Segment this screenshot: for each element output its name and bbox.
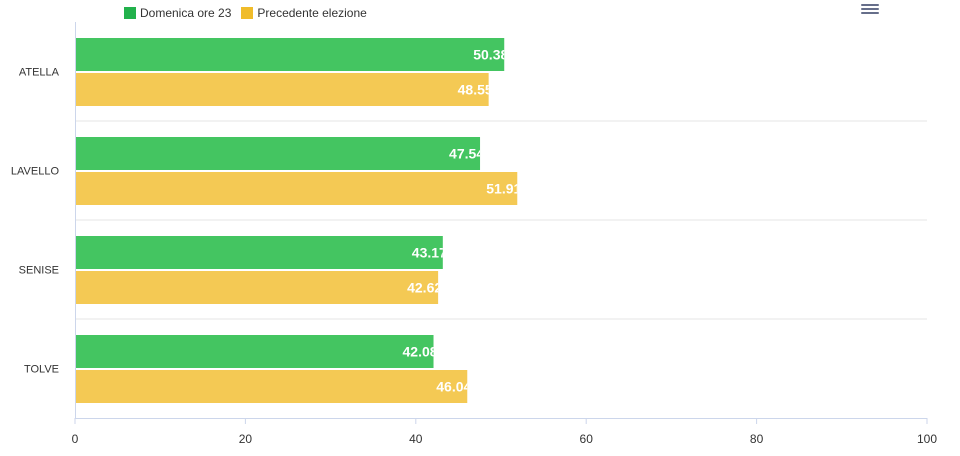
- bar: [76, 370, 468, 403]
- legend-swatch-yellow: [241, 7, 254, 19]
- bar: [76, 38, 505, 71]
- data-label: 42.08: [403, 344, 438, 360]
- legend-label: Precedente elezione: [257, 6, 367, 20]
- bar: [76, 172, 518, 205]
- data-label: 46.04: [436, 379, 471, 395]
- bar: [76, 271, 439, 304]
- legend-swatch-green: [124, 7, 136, 19]
- x-tick-label: 20: [239, 432, 253, 446]
- x-tick-label: 80: [750, 432, 764, 446]
- legend-item-precedente[interactable]: Precedente elezione: [241, 6, 367, 20]
- legend-item-domenica[interactable]: Domenica ore 23: [124, 6, 231, 20]
- x-tick-label: 100: [917, 432, 937, 446]
- bar: [76, 335, 434, 368]
- legend: Domenica ore 23 Precedente elezione: [124, 5, 367, 21]
- category-label: TOLVE: [24, 364, 59, 376]
- data-label: 43.17: [412, 245, 447, 261]
- legend-label: Domenica ore 23: [140, 6, 232, 20]
- hamburger-menu-icon[interactable]: [861, 2, 879, 16]
- data-label: 42.62: [407, 280, 442, 296]
- data-label: 51.91: [486, 181, 521, 197]
- bar: [76, 137, 481, 170]
- bar: [76, 73, 489, 106]
- x-tick-label: 0: [72, 432, 79, 446]
- category-label: SENISE: [19, 265, 59, 277]
- data-label: 47.54: [449, 146, 484, 162]
- bar: [76, 236, 443, 269]
- x-tick-label: 60: [580, 432, 594, 446]
- data-label: 50.38: [473, 47, 508, 63]
- category-label: ATELLA: [19, 67, 60, 79]
- data-label: 48.55: [458, 82, 493, 98]
- x-tick-label: 40: [409, 432, 423, 446]
- category-label: LAVELLO: [11, 166, 60, 178]
